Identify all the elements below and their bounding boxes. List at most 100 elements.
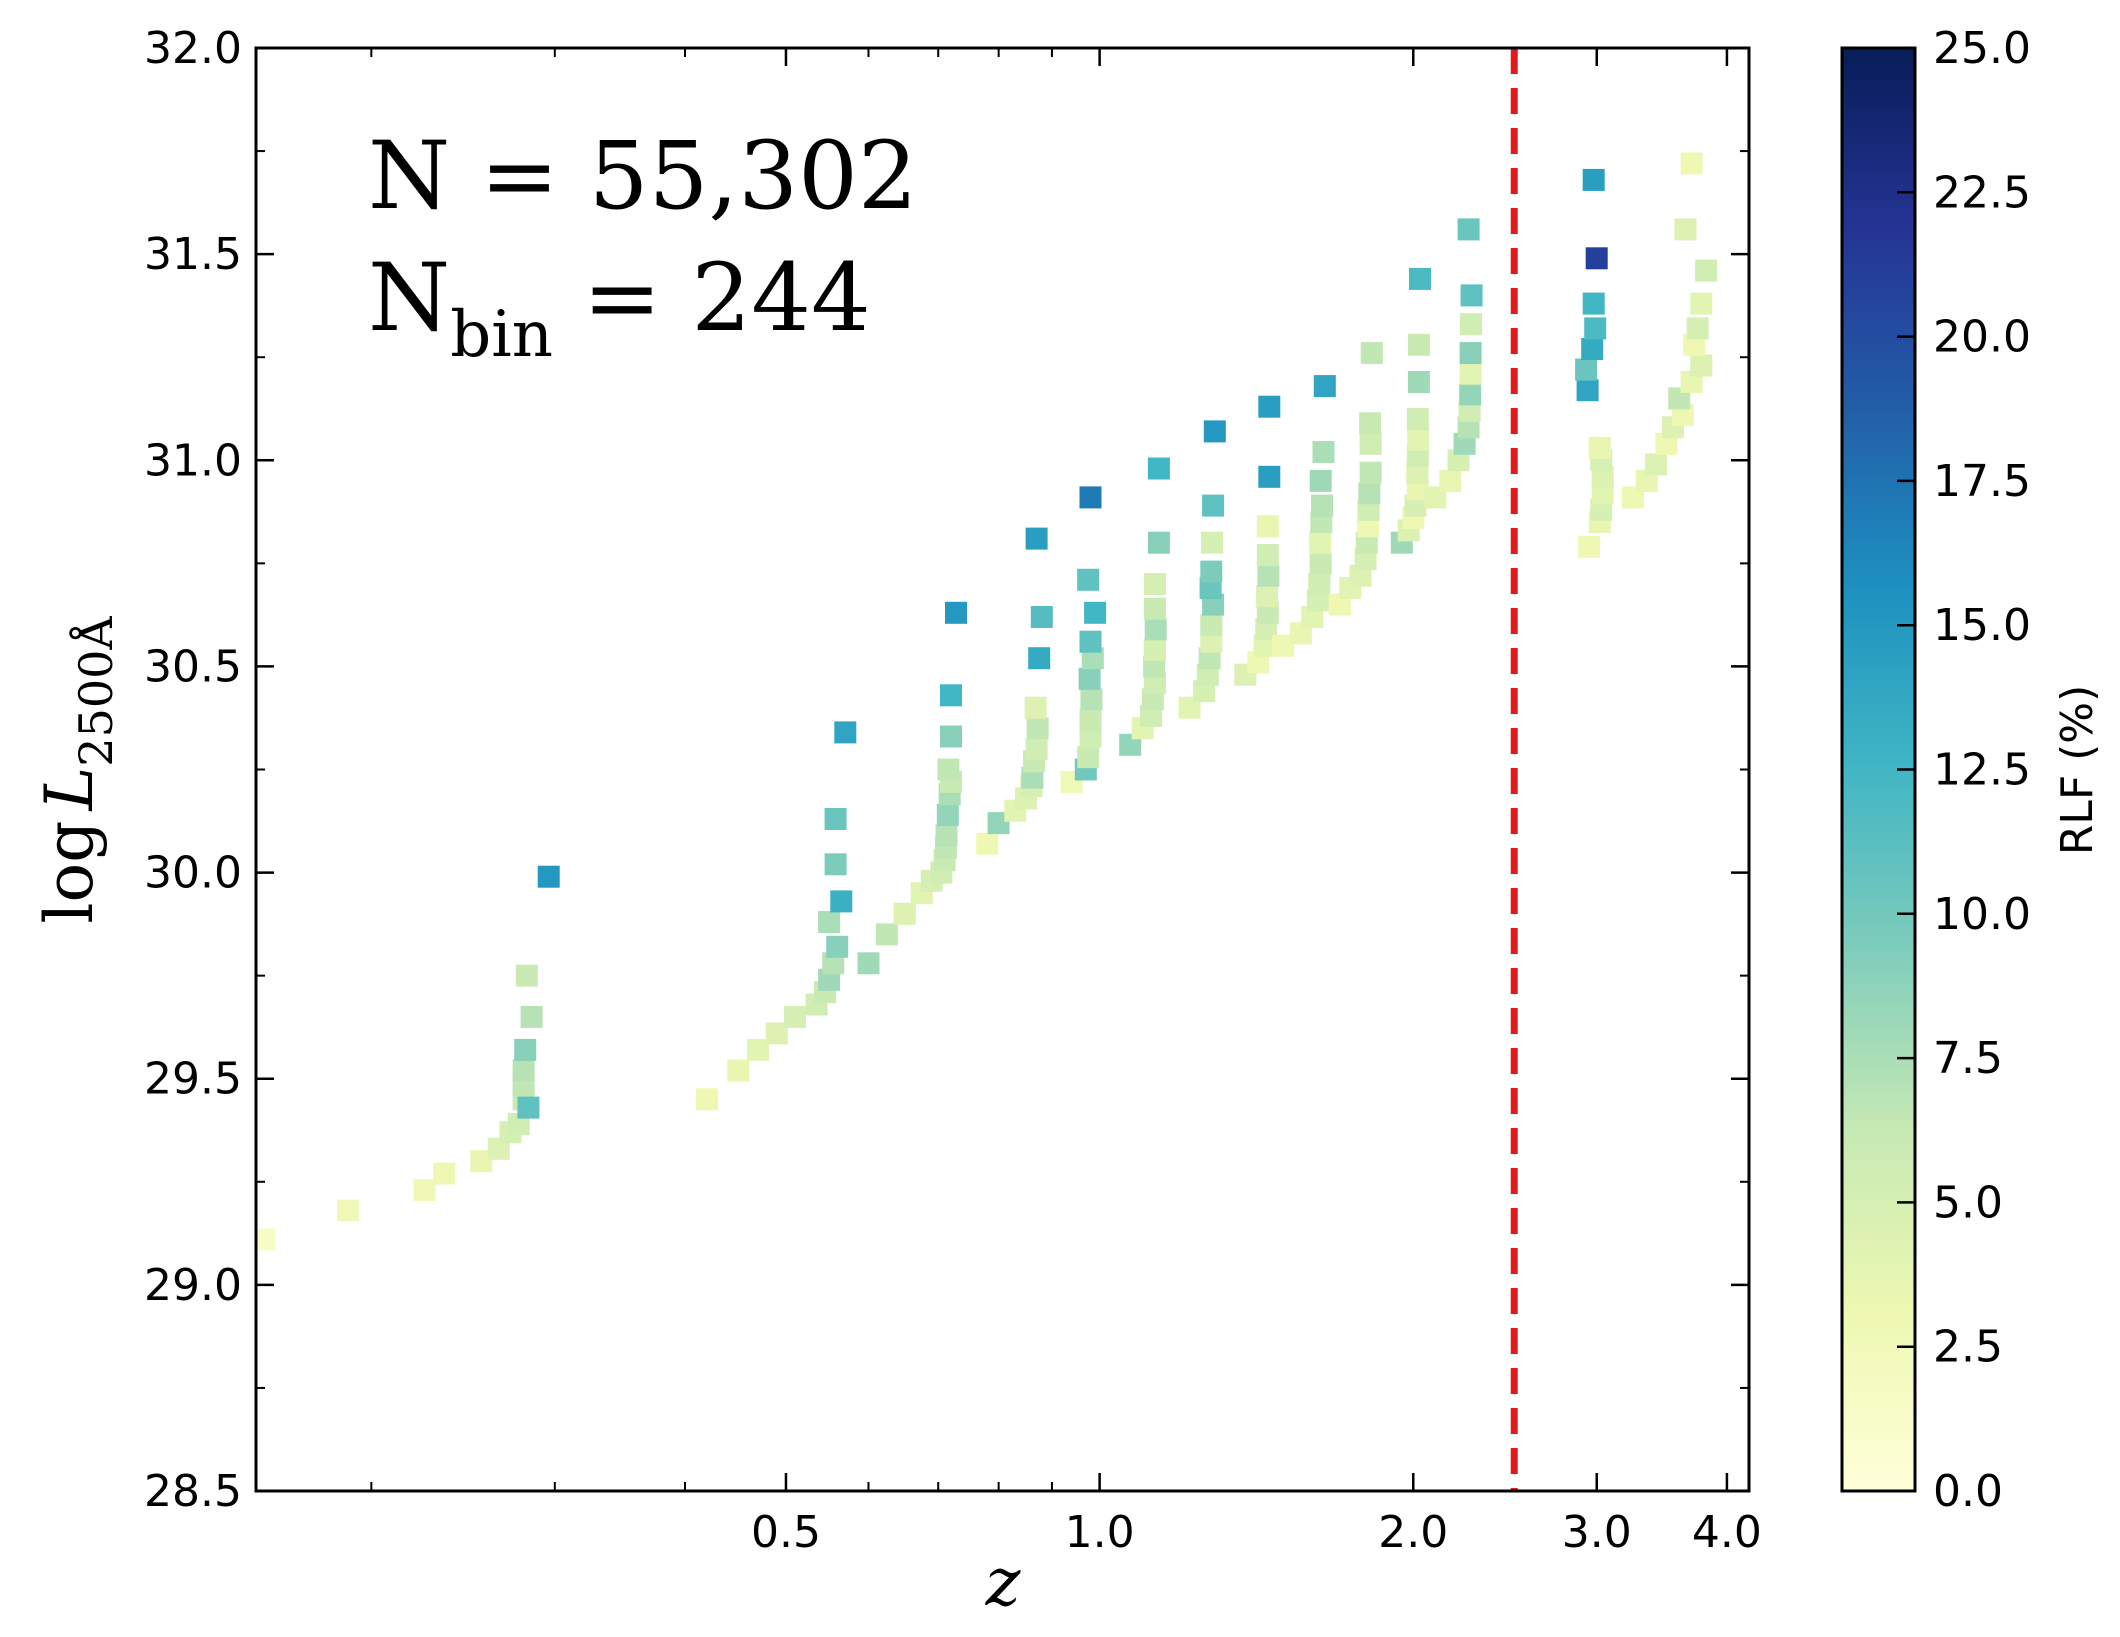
data-point	[1200, 614, 1223, 637]
annotation-nbin-value: = 244	[553, 244, 871, 353]
data-point	[1312, 441, 1335, 463]
y-tick-label: 28.5	[144, 1466, 242, 1517]
x-tick-label: 3.0	[1562, 1507, 1632, 1558]
data-point	[1359, 432, 1382, 455]
data-point	[1257, 564, 1280, 587]
data-point	[1407, 428, 1430, 451]
plot-frame	[254, 46, 1751, 1493]
data-point	[1258, 465, 1281, 488]
data-point	[1147, 531, 1170, 554]
data-point	[1079, 486, 1102, 509]
colorbar-tick-label: 0.0	[1933, 1466, 2003, 1517]
data-point	[818, 911, 841, 933]
data-point	[1143, 638, 1166, 661]
data-point	[1256, 544, 1279, 567]
data-point	[1084, 601, 1107, 624]
data-point	[824, 853, 847, 876]
data-point	[1588, 436, 1611, 459]
data-point	[696, 1088, 719, 1111]
data-point	[1200, 560, 1223, 583]
data-point	[1256, 515, 1279, 538]
data-point	[1585, 247, 1608, 270]
data-point	[1409, 267, 1431, 290]
data-point	[893, 902, 916, 925]
data-point	[1460, 284, 1483, 307]
data-point	[940, 684, 962, 707]
y-axis-label-sub: 2500Å	[68, 616, 123, 767]
data-point	[1077, 746, 1100, 769]
data-point	[1147, 457, 1170, 480]
data-point	[1407, 371, 1430, 393]
data-point	[1201, 531, 1223, 554]
colorbar-tick-label: 5.0	[1933, 1177, 2003, 1228]
data-point	[1078, 667, 1101, 690]
data-point	[976, 832, 999, 855]
data-point	[783, 1005, 806, 1028]
colorbar-ticks: 0.0 2.5 5.0 7.5 10.0 12.5 15.0 17.5 20.0 22.5 25.0	[1897, 23, 2031, 1517]
data-point	[1460, 313, 1482, 336]
data-point	[1025, 737, 1048, 760]
data-point	[1309, 552, 1332, 575]
x-tick-label: 1.0	[1065, 1507, 1135, 1558]
data-point	[857, 952, 880, 975]
axis-ticks	[256, 46, 1749, 1493]
data-point	[1144, 618, 1167, 641]
y-tick-label: 29.0	[144, 1260, 242, 1311]
data-point	[1576, 379, 1599, 402]
y-tick-labels: 28.5 29.0 29.5 30.0 30.5 31.0 31.5 32.0	[144, 23, 242, 1517]
y-tick-label: 30.5	[144, 641, 242, 692]
y-tick-label: 29.5	[144, 1054, 242, 1105]
data-point	[1645, 453, 1667, 476]
data-point	[1680, 152, 1703, 175]
data-point	[1358, 482, 1381, 505]
data-point	[1309, 469, 1332, 492]
y-axis-label-var: L	[31, 767, 108, 812]
data-point	[1311, 494, 1334, 517]
colorbar-tick-label: 20.0	[1933, 312, 2031, 363]
data-point	[413, 1179, 436, 1201]
data-point	[537, 865, 560, 888]
data-point	[470, 1150, 493, 1173]
data-point	[1077, 568, 1100, 591]
data-point	[1459, 362, 1482, 385]
data-point	[514, 1038, 537, 1061]
data-point	[937, 758, 960, 781]
colorbar-tick-label: 22.5	[1933, 167, 2031, 218]
annotation-nbin-sub: bin	[450, 298, 553, 372]
data-point	[1582, 168, 1605, 191]
y-axis-label: log L2500Å	[31, 616, 123, 924]
y-axis-label-prefix: log	[31, 821, 108, 924]
data-point	[834, 721, 857, 744]
data-point	[1313, 375, 1336, 398]
annotation-n: N = 55,302	[368, 122, 918, 231]
data-point	[936, 803, 959, 826]
x-tick-label: 0.5	[751, 1507, 821, 1558]
data-point	[824, 808, 847, 830]
y-tick-label: 32.0	[144, 23, 242, 74]
data-point	[1030, 606, 1053, 628]
data-point	[1674, 218, 1697, 241]
data-point	[1690, 354, 1713, 377]
data-point	[1308, 573, 1331, 595]
data-point	[747, 1038, 769, 1061]
data-point	[987, 812, 1010, 835]
data-point	[1256, 585, 1279, 608]
data-point	[1026, 717, 1049, 740]
data-point	[520, 1005, 543, 1028]
data-point	[1359, 412, 1382, 435]
colorbar-label: RLF (%)	[2052, 685, 2103, 856]
data-point	[1028, 647, 1051, 670]
data-point	[945, 601, 967, 624]
data-point	[1578, 535, 1601, 558]
data-point	[1080, 688, 1103, 711]
colorbar-tick-label: 2.5	[1933, 1322, 2003, 1373]
data-point	[512, 1059, 535, 1082]
data-point	[1690, 292, 1713, 315]
scatter-points	[256, 152, 1718, 1251]
data-point	[1407, 333, 1430, 356]
x-axis-label: z	[985, 1544, 1022, 1621]
data-point	[1360, 342, 1383, 365]
data-point	[1079, 709, 1102, 731]
colorbar-tick-label: 25.0	[1933, 23, 2031, 74]
